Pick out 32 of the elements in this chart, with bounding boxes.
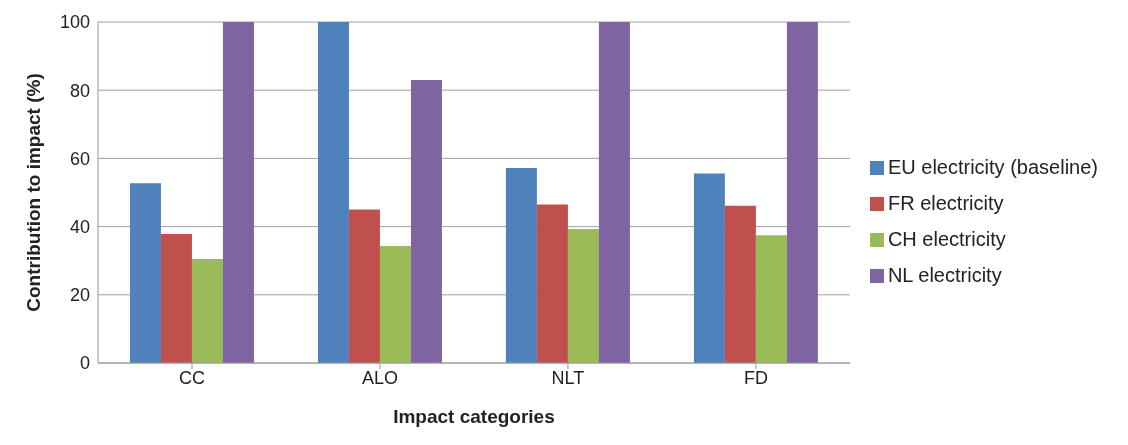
y-tick-label: 0 xyxy=(79,353,90,374)
y-axis-title: Contribution to impact (%) xyxy=(22,73,44,312)
legend-label: EU electricity (baseline) xyxy=(887,155,1098,178)
y-tick-label: 40 xyxy=(69,216,90,237)
bar xyxy=(505,167,537,363)
y-tick-label: 100 xyxy=(59,12,90,33)
bar xyxy=(598,22,630,363)
x-tick-label: CC xyxy=(178,367,205,388)
bar xyxy=(724,205,756,363)
bar xyxy=(222,22,254,363)
bar xyxy=(379,246,411,363)
x-axis-title: Impact categories xyxy=(393,406,555,427)
bar xyxy=(410,79,442,363)
bar xyxy=(536,204,568,363)
bar xyxy=(191,259,223,363)
bar xyxy=(693,173,725,363)
bar xyxy=(129,183,161,363)
legend-label: CH electricity xyxy=(887,227,1006,250)
bar xyxy=(160,234,192,363)
bar xyxy=(317,22,349,363)
x-tick-label: NLT xyxy=(551,367,585,388)
bar xyxy=(755,235,787,363)
legend-label: NL electricity xyxy=(887,263,1002,286)
y-tick-label: 60 xyxy=(69,148,90,169)
bar xyxy=(786,22,818,363)
x-tick-label: FD xyxy=(743,367,768,388)
legend-label: FR electricity xyxy=(887,191,1004,214)
y-tick-label: 80 xyxy=(69,80,90,101)
x-tick-label: ALO xyxy=(361,367,398,388)
bar xyxy=(567,228,599,363)
y-tick-label: 20 xyxy=(69,285,90,306)
bar xyxy=(348,209,380,363)
